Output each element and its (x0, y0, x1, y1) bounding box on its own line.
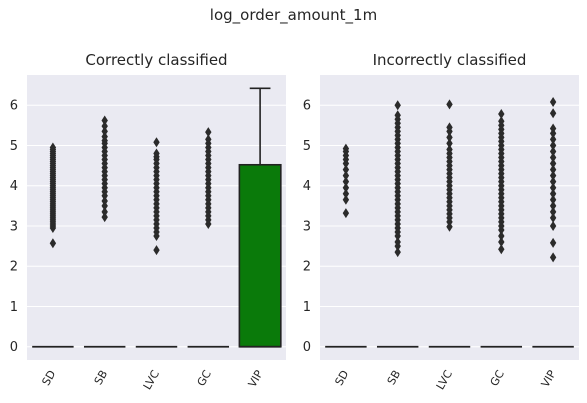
outlier-point (446, 99, 453, 110)
outlier-point (153, 245, 160, 256)
x-tick-label: SB (92, 368, 111, 387)
outlier-point (498, 109, 505, 120)
box-sd (325, 143, 367, 348)
y-tick-label: 4 (10, 179, 18, 194)
panel-title: Correctly classified (85, 51, 227, 69)
outlier-point (549, 146, 557, 157)
outlier-point (446, 122, 453, 133)
outlier-point (342, 164, 350, 175)
outlier-point (342, 176, 350, 187)
outlier-point (549, 140, 557, 151)
x-tick-label: SB (385, 368, 404, 387)
outlier-point (342, 170, 350, 181)
figure-title: log_order_amount_1m (209, 6, 378, 24)
outlier-point (342, 188, 350, 199)
y-tick-label: 6 (303, 99, 311, 114)
y-tick-label: 2 (10, 260, 18, 275)
outlier-point (446, 138, 453, 149)
outlier-point (549, 96, 557, 107)
outlier-point (101, 195, 108, 206)
box-lvc (428, 99, 471, 348)
outlier-point (101, 131, 108, 142)
outlier-point (394, 237, 401, 248)
outlier-point (394, 247, 401, 258)
x-tick-label: GC (488, 368, 508, 389)
outlier-point (101, 212, 108, 223)
outlier-point (549, 170, 557, 181)
outlier-point (49, 238, 57, 249)
outlier-point (498, 237, 505, 248)
outlier-point (549, 164, 557, 175)
outlier-point (549, 194, 557, 205)
y-tick-label: 0 (303, 340, 311, 355)
outlier-point (101, 206, 108, 217)
chart-panel-1: 0 1 2 3 4 5 6 Correctly classified SD SB LVC GC VIP (10, 51, 286, 392)
outlier-point (549, 158, 557, 169)
x-tick-label: SD (40, 368, 59, 388)
x-tick-label: VIP (539, 368, 559, 390)
outlier-point (394, 110, 401, 121)
outlier-point (342, 194, 350, 205)
outlier-point (205, 127, 212, 138)
outlier-point (342, 208, 350, 219)
y-tick-label: 1 (303, 300, 311, 315)
y-tick-label: 2 (303, 260, 311, 275)
y-tick-label: 3 (10, 219, 18, 234)
outlier-point (549, 212, 557, 223)
outlier-point (446, 132, 453, 143)
x-tick-label: LVC (434, 368, 455, 392)
outlier-point (549, 176, 557, 187)
outlier-point (549, 252, 557, 263)
box-gc (480, 109, 523, 348)
outlier-point (549, 182, 557, 193)
outlier-point (153, 137, 160, 148)
chart-panel-2: 0 1 2 3 4 5 6 Incorrectly classified SD SB LVC GC VI… (303, 51, 579, 392)
y-tick-label: 5 (303, 139, 311, 154)
outlier-point (342, 182, 350, 193)
y-tick-label: 0 (10, 340, 18, 355)
outlier-point (205, 134, 212, 145)
outlier-point (498, 231, 505, 242)
outlier-point (498, 244, 505, 255)
panel-title: Incorrectly classified (373, 51, 527, 69)
x-tick-label: SD (333, 368, 352, 388)
box-sb (376, 100, 419, 348)
outlier-point (549, 220, 557, 231)
y-tick-label: 5 (10, 139, 18, 154)
outlier-point (549, 123, 557, 134)
outlier-point (101, 126, 108, 137)
outlier-point (549, 200, 557, 211)
outlier-point (101, 115, 108, 126)
box-lvc (135, 137, 178, 348)
box-vip (238, 87, 282, 348)
outlier-point (549, 206, 557, 217)
outlier-point (101, 121, 108, 132)
outlier-point (549, 108, 557, 119)
outlier-point (153, 148, 160, 159)
box-sb (83, 115, 126, 348)
box-body (238, 163, 282, 348)
outlier-point (549, 152, 557, 163)
outlier-point (549, 237, 557, 248)
y-tick-label: 1 (10, 300, 18, 315)
outlier-point (549, 134, 557, 145)
outlier-point (446, 144, 453, 155)
x-tick-label: GC (195, 368, 215, 389)
box-sd (32, 142, 74, 348)
y-tick-label: 3 (303, 219, 311, 234)
x-tick-label: LVC (141, 368, 162, 392)
box-vip (532, 96, 574, 348)
outlier-point (549, 188, 557, 199)
y-tick-label: 4 (303, 179, 311, 194)
outlier-point (394, 100, 401, 111)
y-tick-label: 6 (10, 99, 18, 114)
outlier-point (49, 142, 57, 153)
box-gc (187, 127, 230, 348)
x-tick-label: VIP (246, 368, 266, 390)
outlier-point (342, 143, 350, 154)
outlier-point (498, 116, 505, 127)
